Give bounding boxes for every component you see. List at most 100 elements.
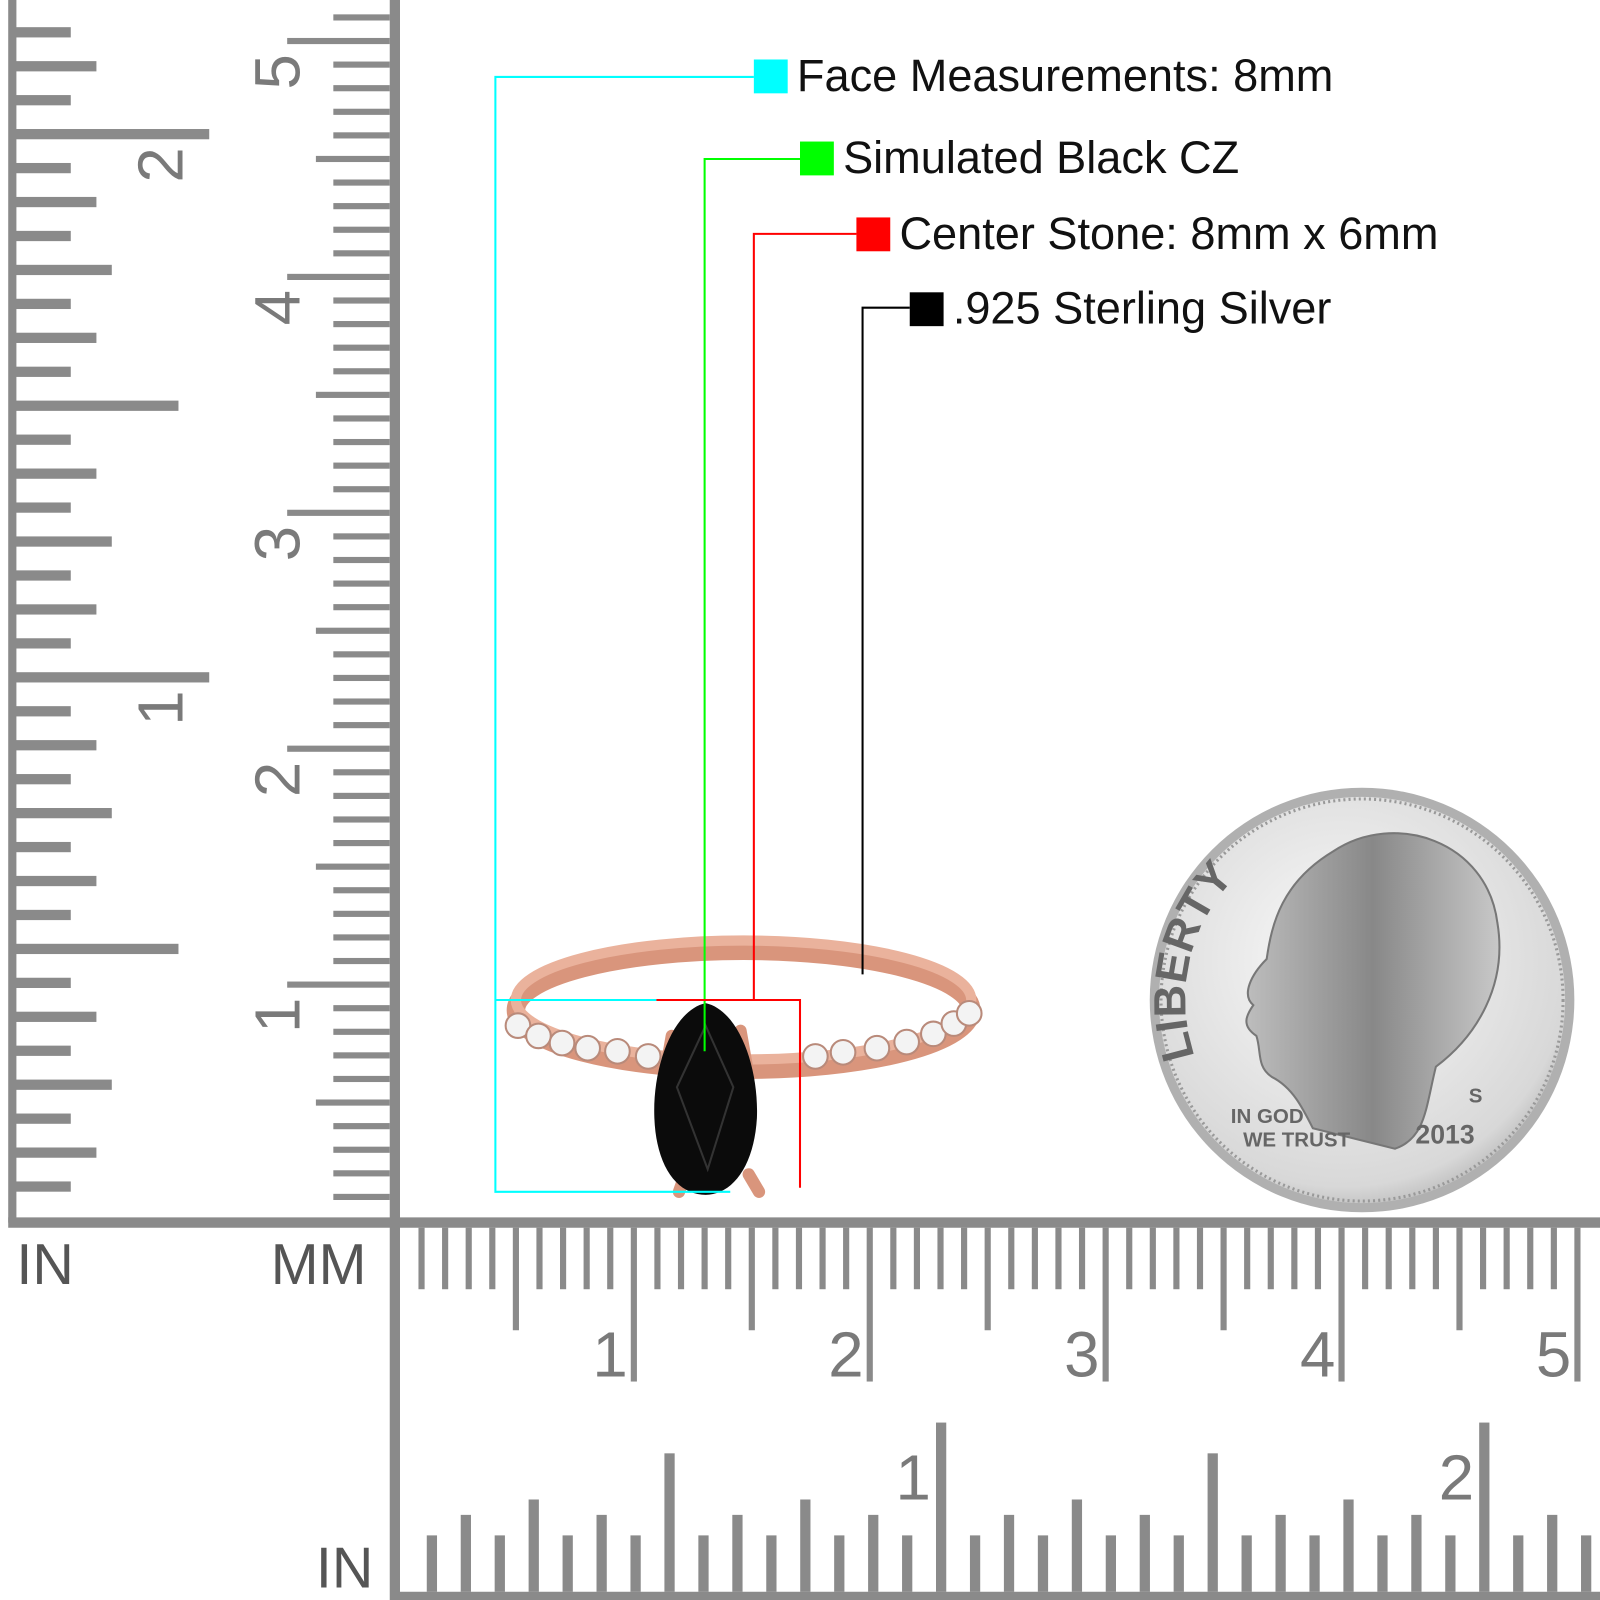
tick (333, 792, 390, 799)
tick (732, 1514, 743, 1592)
tick (333, 132, 390, 139)
tick (969, 1535, 981, 1592)
tick (333, 1028, 390, 1035)
tick (14, 298, 71, 310)
tick (868, 1514, 879, 1592)
callout-line (703, 157, 800, 1052)
tick (664, 1453, 675, 1592)
tick (819, 1227, 826, 1290)
tick (583, 1227, 590, 1290)
tick (725, 1227, 732, 1290)
legend: Face Measurements: 8mm Simulated Black CZ… (494, 50, 1438, 1193)
coin: LIBERTY IN GOD WE TRUST 2013 S (1144, 787, 1575, 1213)
side-stone (955, 999, 983, 1027)
tick (315, 155, 390, 163)
tick (333, 580, 390, 587)
tick (333, 203, 390, 210)
coin-year: 2013 (1415, 1120, 1474, 1150)
ruler-frame (8, 0, 1600, 1600)
tick (333, 769, 390, 776)
ruler-ticks (14, 14, 1592, 1592)
tick (866, 1227, 873, 1382)
tick (333, 250, 390, 257)
tick (465, 1227, 472, 1290)
tick (1275, 1514, 1286, 1592)
side-stone (574, 1034, 602, 1062)
tick (14, 638, 71, 649)
tick (333, 1005, 390, 1012)
ruler-number: 1 (242, 998, 313, 1033)
tick (14, 230, 71, 242)
tick (596, 1514, 607, 1592)
tick (14, 129, 210, 140)
tick (14, 264, 112, 276)
ruler-number: 1 (126, 690, 197, 725)
side-stone (634, 1043, 662, 1070)
tick (1037, 1535, 1049, 1592)
tick (1055, 1227, 1062, 1290)
ruler-number: 4 (1300, 1319, 1335, 1390)
tick (333, 344, 390, 351)
tick (333, 533, 390, 540)
tick (14, 95, 71, 106)
tick (1547, 1514, 1558, 1592)
ruler-number: 5 (242, 54, 313, 89)
tick (14, 536, 112, 547)
tick (333, 1146, 390, 1153)
ruler-number: 1 (896, 1442, 931, 1513)
tick (333, 226, 390, 233)
tick (333, 438, 390, 446)
tick (287, 273, 390, 280)
tick (536, 1227, 543, 1290)
tick (14, 434, 71, 445)
ruler-number: 2 (828, 1319, 863, 1390)
tick (333, 604, 390, 611)
tick (1574, 1227, 1581, 1382)
legend-swatch (856, 217, 891, 252)
ruler-unit: IN (316, 1537, 373, 1600)
ruler-number: 5 (1536, 1319, 1571, 1390)
legend-swatch (909, 292, 944, 327)
tick (14, 196, 97, 208)
tick (287, 745, 390, 752)
tick (654, 1227, 661, 1290)
coin-mint-mark: S (1469, 1085, 1483, 1108)
tick (333, 1075, 390, 1083)
tick (1220, 1227, 1227, 1331)
tick (14, 1181, 71, 1192)
tick (333, 840, 390, 847)
ruler-number: 3 (1064, 1319, 1099, 1390)
ruler-number: 4 (242, 290, 313, 325)
tick (890, 1227, 897, 1290)
tick (1196, 1227, 1204, 1290)
side-stone (548, 1029, 576, 1057)
tick (287, 37, 390, 45)
tick (766, 1535, 777, 1592)
tick (333, 722, 390, 729)
tick (14, 740, 97, 751)
tick (1377, 1535, 1388, 1592)
side-stone (525, 1022, 552, 1050)
tick (961, 1227, 968, 1290)
tick (14, 61, 97, 72)
tick (800, 1499, 811, 1592)
tick (333, 698, 390, 705)
tick (1362, 1227, 1369, 1290)
tick (1456, 1227, 1463, 1331)
legend-swatch (753, 59, 788, 94)
tick (560, 1227, 567, 1290)
tick (14, 875, 97, 887)
callout-line (656, 232, 857, 1188)
tick (333, 14, 390, 21)
tick (14, 909, 71, 921)
tick (333, 556, 390, 564)
tick (1527, 1227, 1534, 1290)
tick (333, 415, 390, 422)
tick (315, 627, 390, 634)
tick (287, 981, 390, 988)
tick (333, 462, 390, 469)
tick (333, 297, 390, 304)
side-stone (604, 1037, 631, 1065)
tick (512, 1227, 519, 1331)
